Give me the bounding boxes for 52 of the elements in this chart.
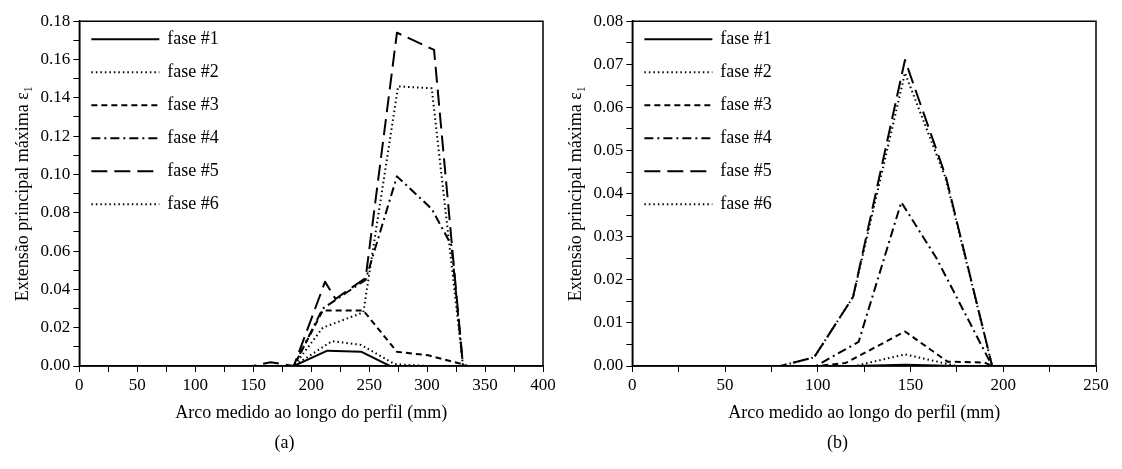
y-tick-label: 0.00 — [40, 355, 71, 375]
y-tick-label: 0.06 — [40, 240, 71, 260]
x-tick-label: 350 — [472, 374, 498, 394]
legend-label: fase #4 — [167, 126, 219, 147]
legend-label: fase #1 — [167, 27, 219, 48]
y-tick-label: 0.01 — [593, 312, 624, 332]
y-tick-label: 0.10 — [40, 163, 71, 183]
y-tick-label: 0.00 — [593, 355, 624, 375]
x-axis-title: Arco medido ao longo do perfil (mm) — [175, 401, 448, 423]
x-tick-label: 0 — [628, 374, 637, 394]
text: (a) — [274, 432, 295, 453]
x-tick-label: 100 — [805, 374, 831, 394]
y-tick-label: 0.05 — [593, 139, 624, 159]
x-axis-title: Arco medido ao longo do perfil (mm) — [728, 401, 1001, 423]
x-tick-label: 0 — [75, 374, 84, 394]
legend-label: fase #3 — [167, 93, 219, 114]
legend-label: fase #2 — [167, 60, 219, 81]
x-tick-label: 200 — [298, 374, 324, 394]
x-tick-label: 50 — [128, 374, 146, 394]
legend-label: fase #6 — [167, 192, 219, 213]
legend-label: fase #2 — [720, 60, 772, 81]
x-tick-label: 50 — [716, 374, 734, 394]
y-tick-label: 0.08 — [593, 10, 624, 30]
legend-label: fase #5 — [167, 159, 219, 180]
y-tick-label: 0.16 — [40, 48, 71, 68]
x-tick-label: 200 — [990, 374, 1017, 394]
legend-label: fase #1 — [720, 27, 772, 48]
legend-label: fase #4 — [720, 126, 772, 147]
x-tick-label: 400 — [530, 374, 556, 394]
x-tick-label: 250 — [1083, 374, 1109, 394]
y-tick-label: 0.04 — [40, 278, 71, 298]
y-tick-label: 0.02 — [593, 269, 624, 289]
y-tick-label: 0.12 — [40, 125, 71, 145]
legend-label: fase #5 — [720, 159, 772, 180]
y-tick-label: 0.08 — [40, 202, 71, 222]
y-axis-title: Extensão principal máxima ε₁ — [564, 85, 585, 302]
x-tick-label: 300 — [414, 374, 440, 394]
y-tick-label: 0.02 — [40, 317, 71, 337]
y-axis-title: Extensão principal máxima ε₁ — [11, 85, 32, 302]
y-tick-label: 0.06 — [593, 96, 624, 116]
x-tick-label: 150 — [240, 374, 266, 394]
text: (b) — [827, 432, 848, 453]
x-tick-label: 250 — [356, 374, 382, 394]
legend-label: fase #3 — [720, 93, 772, 114]
x-tick-label: 100 — [182, 374, 209, 394]
legend-label: fase #6 — [720, 192, 772, 213]
y-tick-label: 0.18 — [40, 10, 71, 30]
x-tick-label: 150 — [897, 374, 924, 394]
y-tick-label: 0.07 — [593, 53, 624, 73]
y-tick-label: 0.14 — [40, 87, 71, 107]
y-tick-label: 0.03 — [593, 226, 624, 246]
y-tick-label: 0.04 — [593, 183, 624, 203]
